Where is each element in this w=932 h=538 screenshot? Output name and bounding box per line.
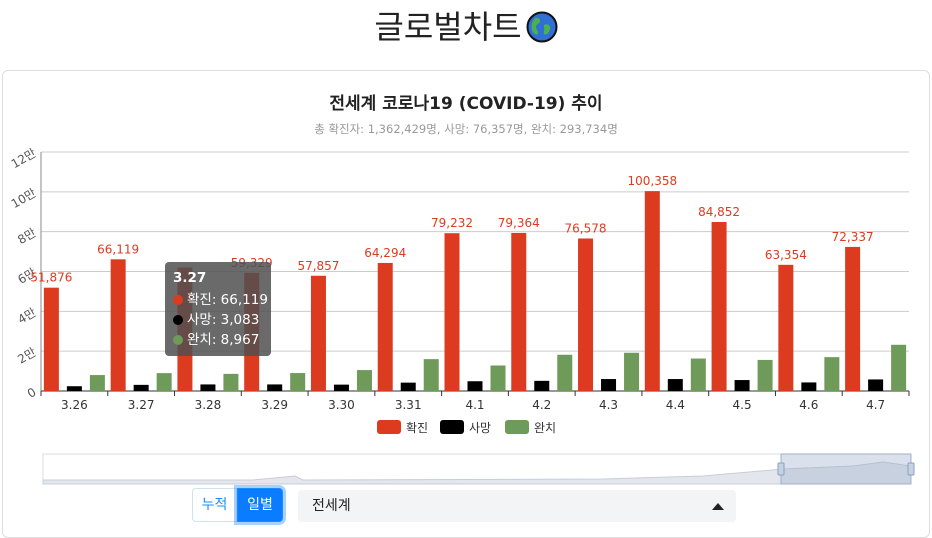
y-tick-label: 4만 <box>15 305 38 326</box>
x-tick-label: 4.3 <box>599 398 618 412</box>
bar-deaths <box>66 386 82 391</box>
zoom-window <box>780 453 912 485</box>
data-label: 64,294 <box>364 246 406 260</box>
data-label: 72,337 <box>832 230 874 244</box>
x-tick-label: 3.29 <box>261 398 288 412</box>
chart-title: 전세계 코로나19 (COVID-19) 추이 <box>329 94 602 114</box>
bar-recovered <box>223 373 239 391</box>
bar-deaths <box>333 384 349 391</box>
bar-deaths <box>133 384 149 391</box>
bar-confirmed <box>310 275 326 391</box>
bar-recovered <box>690 358 706 391</box>
tooltip-row-confirmed: 확진: 66,119 <box>173 290 268 310</box>
bar-recovered <box>891 344 907 391</box>
bar-confirmed <box>578 238 594 391</box>
tooltip-dot-recovered <box>173 335 183 345</box>
bar-recovered <box>423 359 439 391</box>
bar-confirmed <box>711 222 727 391</box>
bar-deaths <box>868 379 884 391</box>
y-tick-label: 12만 <box>9 146 39 171</box>
bar-confirmed <box>644 191 660 391</box>
tooltip-dot-deaths <box>173 315 183 325</box>
chart-subtitle: 총 확진자: 1,362,429명, 사망: 76,357명, 완치: 293,… <box>314 122 618 136</box>
legend-swatch <box>440 420 464 434</box>
bar-deaths <box>267 384 283 391</box>
x-tick-label: 4.5 <box>733 398 752 412</box>
legend-label: 완치 <box>534 421 556 435</box>
x-tick-label: 4.1 <box>465 398 484 412</box>
bar-recovered <box>557 354 573 391</box>
data-label: 76,578 <box>565 221 607 235</box>
bar-confirmed <box>845 246 861 391</box>
tooltip-label: 완치: 8,967 <box>187 332 260 348</box>
x-tick-label: 3.26 <box>61 398 88 412</box>
bar-confirmed <box>511 232 527 391</box>
y-tick-label: 0 <box>25 385 39 401</box>
data-label: 100,358 <box>627 174 677 188</box>
bar-recovered <box>290 373 306 391</box>
zoom-handle-right <box>907 462 915 476</box>
cumulative-button[interactable]: 누적 <box>192 488 237 522</box>
zoom-handle-left <box>777 462 785 476</box>
region-select-value: 전세계 <box>312 498 351 514</box>
tooltip-title: 3.27 <box>173 270 207 286</box>
y-tick-label: 2만 <box>15 345 38 366</box>
bar-deaths <box>601 379 617 391</box>
bar-deaths <box>400 382 416 391</box>
legend-label: 사망 <box>469 421 491 435</box>
tooltip-label: 사망: 3,083 <box>187 312 260 328</box>
bar-recovered <box>757 359 773 391</box>
legend-swatch <box>377 420 401 434</box>
covid-chart[interactable]: 전세계 코로나19 (COVID-19) 추이총 확진자: 1,362,429명… <box>3 71 929 491</box>
bar-recovered <box>356 370 372 391</box>
data-label: 79,232 <box>431 216 473 230</box>
data-label: 63,354 <box>765 248 807 262</box>
x-tick-label: 4.6 <box>799 398 818 412</box>
bar-recovered <box>490 365 506 391</box>
tooltip-row-deaths: 사망: 3,083 <box>173 310 263 330</box>
x-tick-label: 3.27 <box>128 398 155 412</box>
data-label: 57,857 <box>297 259 339 273</box>
x-tick-label: 4.7 <box>866 398 885 412</box>
bar-confirmed <box>778 264 794 391</box>
bar-confirmed <box>43 287 59 391</box>
data-label: 79,364 <box>498 216 540 230</box>
x-tick-label: 4.4 <box>666 398 685 412</box>
bar-recovered <box>624 352 640 391</box>
data-label: 66,119 <box>97 242 139 256</box>
bar-deaths <box>801 382 817 391</box>
caret-up-icon <box>712 503 724 510</box>
bar-recovered <box>824 357 840 391</box>
bar-confirmed <box>444 233 460 391</box>
bar-deaths <box>200 384 216 391</box>
chart-tooltip: 3.27 확진: 66,119 사망: 3,083 완치: 8,967 <box>165 262 271 356</box>
region-select[interactable]: 전세계 <box>298 490 736 522</box>
bar-deaths <box>667 379 683 391</box>
page-title: 글로벌차트 <box>0 4 932 50</box>
x-tick-label: 3.30 <box>328 398 355 412</box>
bar-deaths <box>534 380 550 391</box>
tooltip-dot-confirmed <box>173 295 183 305</box>
legend-swatch <box>505 420 529 434</box>
bar-deaths <box>467 381 483 391</box>
y-tick-label: 8만 <box>15 226 38 247</box>
tooltip-row-recovered: 완치: 8,967 <box>173 330 263 350</box>
legend-label: 확진 <box>406 421 428 435</box>
bar-recovered <box>89 375 105 391</box>
globe-icon <box>526 11 558 43</box>
y-tick-label: 10만 <box>9 186 39 211</box>
x-tick-label: 3.28 <box>195 398 222 412</box>
bar-recovered <box>156 373 172 391</box>
x-tick-label: 4.2 <box>532 398 551 412</box>
tooltip-label: 확진: 66,119 <box>187 292 268 308</box>
bar-confirmed <box>377 262 393 391</box>
page-title-text: 글로벌차트 <box>374 8 522 46</box>
x-tick-label: 3.31 <box>395 398 422 412</box>
bar-confirmed <box>110 259 126 391</box>
data-label: 84,852 <box>698 205 740 219</box>
data-label: 51,876 <box>30 271 72 285</box>
daily-button[interactable]: 일별 <box>237 488 283 522</box>
bar-deaths <box>734 380 750 391</box>
